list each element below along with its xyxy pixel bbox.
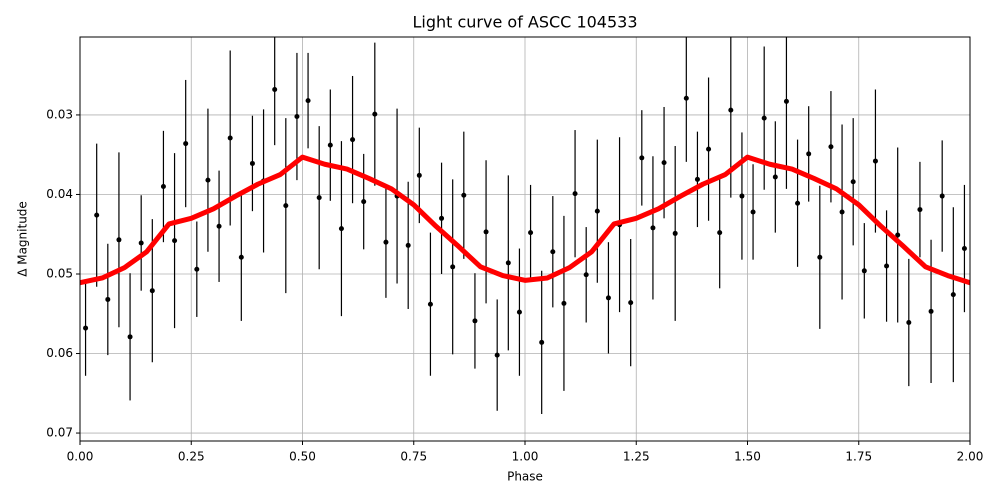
data-point: [650, 225, 656, 231]
data-point: [683, 95, 689, 101]
data-point: [950, 292, 956, 298]
data-point: [350, 137, 356, 143]
data-point: [283, 203, 289, 209]
data-point: [238, 254, 244, 260]
data-point: [172, 238, 178, 244]
x-tick-label: 2.00: [957, 450, 984, 464]
data-point: [539, 339, 545, 345]
data-point: [728, 107, 734, 113]
data-point: [483, 229, 489, 235]
y-tick-label: 0.03: [46, 107, 73, 121]
data-point: [717, 230, 723, 236]
x-tick-label: 0.50: [289, 450, 316, 464]
data-point: [761, 115, 767, 121]
data-point: [583, 272, 589, 278]
data-point: [494, 352, 500, 358]
x-tick-label: 1.50: [734, 450, 761, 464]
data-point: [783, 98, 789, 104]
data-point: [772, 174, 778, 180]
x-tick-label: 1.25: [623, 450, 650, 464]
data-point: [327, 142, 333, 148]
data-point: [127, 334, 133, 340]
data-point: [294, 114, 300, 120]
data-point: [105, 296, 111, 302]
data-point: [628, 300, 634, 306]
x-tick-label: 0.00: [67, 450, 94, 464]
data-point: [305, 98, 311, 104]
data-point: [906, 320, 912, 326]
data-point: [806, 151, 812, 157]
data-point: [361, 199, 367, 205]
x-tick-label: 0.75: [400, 450, 427, 464]
data-point: [450, 264, 456, 270]
data-point: [605, 295, 611, 301]
data-point: [884, 263, 890, 269]
data-point: [427, 301, 433, 307]
data-point: [149, 288, 155, 294]
data-point: [594, 208, 600, 214]
data-point: [249, 160, 255, 166]
data-point: [739, 193, 745, 199]
mean-curve: [80, 154, 970, 286]
data-point: [550, 249, 556, 255]
data-point: [383, 239, 389, 245]
data-point: [272, 86, 278, 92]
data-point: [961, 246, 967, 252]
data-point: [817, 254, 823, 260]
data-point: [872, 158, 878, 164]
data-point: [138, 240, 144, 246]
data-point: [939, 193, 945, 199]
data-point: [795, 200, 801, 206]
x-axis-label: Phase: [507, 470, 543, 484]
data-point: [183, 141, 189, 147]
data-point: [338, 226, 344, 232]
y-tick-label: 0.04: [46, 187, 73, 201]
y-tick-label: 0.07: [46, 426, 73, 440]
y-tick-label: 0.05: [46, 266, 73, 280]
x-tick-label: 1.00: [512, 450, 539, 464]
data-point: [461, 192, 467, 198]
y-tick-label: 0.06: [46, 346, 73, 360]
data-point: [895, 232, 901, 238]
x-tick-label: 0.25: [178, 450, 205, 464]
data-point: [439, 215, 445, 221]
data-point: [706, 146, 712, 152]
data-point: [661, 160, 667, 166]
data-point: [572, 191, 578, 197]
x-tick-label: 1.75: [845, 450, 872, 464]
data-point: [850, 179, 856, 185]
data-point: [227, 135, 233, 141]
data-point: [561, 300, 567, 306]
chart-title: Light curve of ASCC 104533: [412, 13, 637, 32]
data-point: [861, 268, 867, 274]
data-point: [694, 176, 700, 182]
data-point: [516, 309, 522, 315]
data-point: [639, 155, 645, 161]
ticks: 0.00 0.25 0.50 0.75 1.00 1.25 1.50 1.75 2.00 0.03…: [46, 107, 983, 463]
data-point: [372, 111, 378, 117]
data-point: [205, 177, 211, 183]
data-point: [160, 184, 166, 190]
data-point: [83, 325, 89, 331]
y-axis-label: Δ Magnitude: [16, 201, 30, 277]
data-point: [828, 144, 834, 150]
data-point: [416, 172, 422, 178]
data-point: [316, 195, 322, 201]
data-point: [672, 230, 678, 236]
data-point: [917, 207, 923, 213]
data-point: [94, 212, 100, 218]
data-point: [194, 266, 200, 272]
data-point: [216, 223, 222, 229]
data-point: [528, 230, 534, 236]
data-point: [405, 242, 411, 248]
data-point: [928, 308, 934, 314]
data-point: [750, 209, 756, 215]
data-point: [839, 209, 845, 215]
data-point: [505, 260, 511, 266]
data-point: [472, 318, 478, 324]
plot-area: [80, 37, 970, 414]
data-point: [116, 237, 122, 243]
